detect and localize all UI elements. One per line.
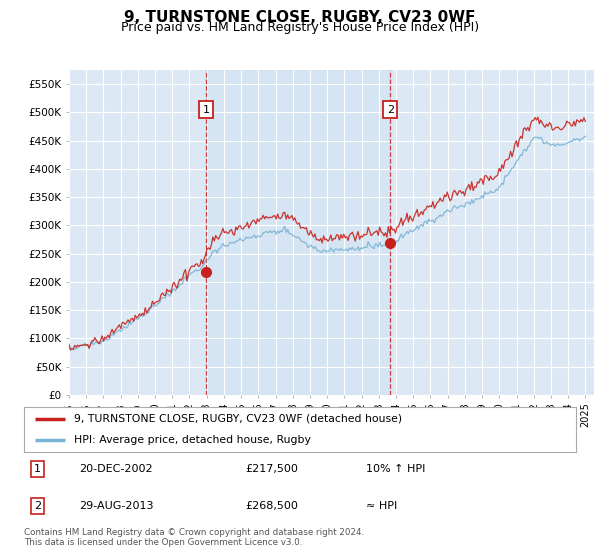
Text: 29-AUG-2013: 29-AUG-2013 xyxy=(79,501,154,511)
Text: 1: 1 xyxy=(203,105,209,115)
Text: £217,500: £217,500 xyxy=(245,464,298,474)
Text: Price paid vs. HM Land Registry's House Price Index (HPI): Price paid vs. HM Land Registry's House … xyxy=(121,21,479,34)
Text: ≈ HPI: ≈ HPI xyxy=(366,501,397,511)
Text: 20-DEC-2002: 20-DEC-2002 xyxy=(79,464,153,474)
Text: 2: 2 xyxy=(34,501,41,511)
Text: 10% ↑ HPI: 10% ↑ HPI xyxy=(366,464,425,474)
Text: Contains HM Land Registry data © Crown copyright and database right 2024.
This d: Contains HM Land Registry data © Crown c… xyxy=(24,528,364,547)
Text: 9, TURNSTONE CLOSE, RUGBY, CV23 0WF: 9, TURNSTONE CLOSE, RUGBY, CV23 0WF xyxy=(124,10,476,25)
Text: 2: 2 xyxy=(386,105,394,115)
Bar xyxy=(206,70,390,395)
Text: £268,500: £268,500 xyxy=(245,501,298,511)
Text: HPI: Average price, detached house, Rugby: HPI: Average price, detached house, Rugb… xyxy=(74,435,311,445)
Text: 9, TURNSTONE CLOSE, RUGBY, CV23 0WF (detached house): 9, TURNSTONE CLOSE, RUGBY, CV23 0WF (det… xyxy=(74,414,402,424)
Text: 1: 1 xyxy=(34,464,41,474)
